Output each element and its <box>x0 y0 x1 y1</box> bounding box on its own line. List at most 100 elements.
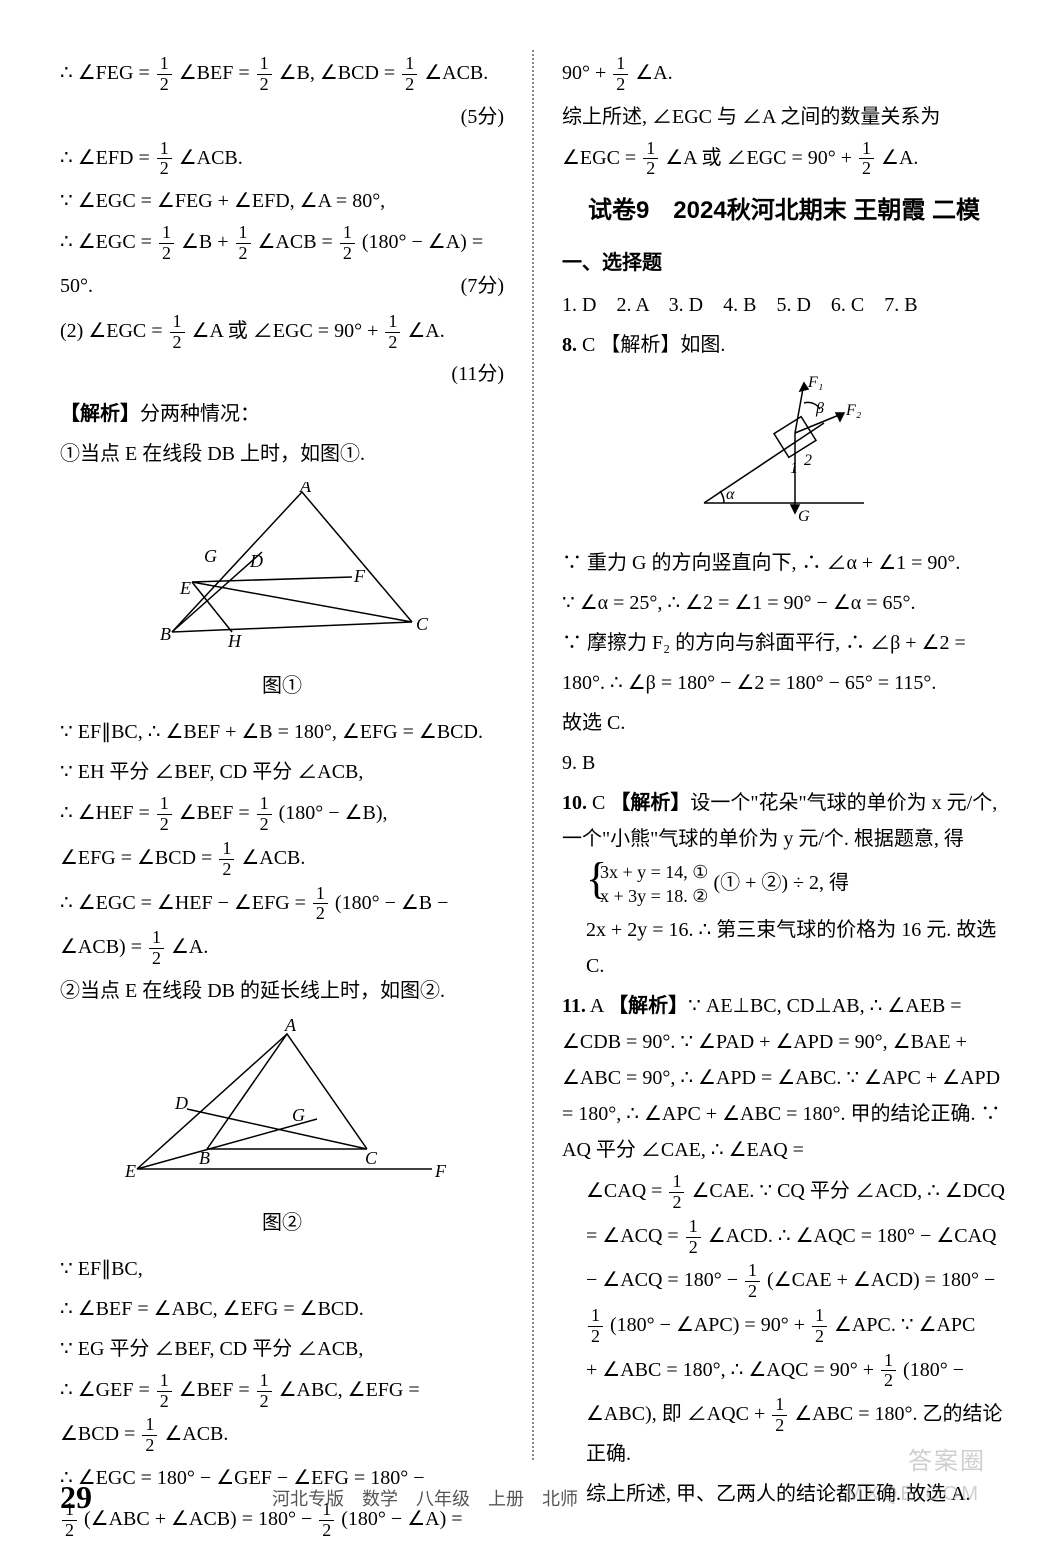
text: + ∠ABC = 180°, ∴ ∠AQC = 90° + <box>586 1358 879 1380</box>
svg-text:H: H <box>227 631 242 651</box>
svg-text:D: D <box>174 1093 188 1113</box>
left-column: ∴ ∠FEG = 12 ∠BEF = 12 ∠B, ∠BCD = 12 ∠ACB… <box>60 50 504 1460</box>
q-num: 10. <box>562 792 587 814</box>
q11-header: 11. A 【解析】∵ AE⊥BC, CD⊥AB, ∴ ∠AEB = ∠CDB … <box>562 988 1006 1168</box>
label: 【解析】 <box>608 995 688 1017</box>
left-line-3: ∵ ∠EGC = ∠FEG + ∠EFD, ∠A = 80°, <box>60 183 504 219</box>
q11-5: 12 (180° − ∠APC) = 90° + 12 ∠APC. ∵ ∠APC <box>586 1306 1006 1347</box>
watermark-cn: 答案圈 <box>908 1441 986 1476</box>
c2-5: ∠BCD = 12 ∠ACB. <box>60 1415 504 1456</box>
text: ∠A. <box>876 146 918 168</box>
q8-1: ∵ 重力 G 的方向竖直向下, ∴ ∠α + ∠1 = 90°. <box>562 545 1006 581</box>
svg-text:A: A <box>284 1019 297 1035</box>
case1-header: ①当点 E 在线段 DB 上时，如图①. <box>60 436 504 472</box>
text: (5分) <box>461 99 504 135</box>
svg-text:G: G <box>204 546 217 566</box>
text: ∵ AE⊥BC, CD⊥AB, ∴ ∠AEB = ∠CDB = 90°. ∵ ∠… <box>562 995 1000 1161</box>
text: (180° − <box>898 1358 964 1380</box>
text: 50°. <box>60 275 93 297</box>
text: ∴ ∠GEF = <box>60 1379 155 1401</box>
text: ∠ACB. <box>174 146 243 168</box>
answer: C <box>592 792 605 814</box>
q8-4: 180°. ∴ ∠β = 180° − ∠2 = 180° − 65° = 11… <box>562 665 1006 701</box>
eq2: x + 3y = 18. ② <box>600 885 708 908</box>
figure-2-caption: 图② <box>60 1205 504 1241</box>
c1-3: ∴ ∠HEF = 12 ∠BEF = 12 (180° − ∠B), <box>60 794 504 835</box>
text: ∠ABC, ∠EFG = <box>274 1379 420 1401</box>
page-columns: ∴ ∠FEG = 12 ∠BEF = 12 ∠B, ∠BCD = 12 ∠ACB… <box>60 50 1006 1460</box>
text: 分两种情况： <box>140 403 260 425</box>
q-num: 8. <box>562 334 577 356</box>
column-divider <box>532 50 534 1460</box>
svg-text:α: α <box>726 486 735 503</box>
q-num: 11. <box>562 995 586 1017</box>
label: 【解析】如图. <box>600 334 725 356</box>
text: (11分) <box>451 356 504 392</box>
text: ∠B, ∠BCD = <box>274 62 401 84</box>
text: ∠ACB. <box>159 1423 228 1445</box>
svg-text:F: F <box>434 1161 447 1181</box>
watermark-en: MXQE.COM <box>846 1483 981 1506</box>
triangle-diagram-2: A B C D E F G <box>117 1019 447 1189</box>
answer: C <box>582 334 595 356</box>
c1-4: ∠EFG = ∠BCD = 12 ∠ACB. <box>60 839 504 880</box>
exam-heading: 试卷9 2024秋河北期末 王朝霞 二模 <box>562 189 1006 233</box>
equation-system: 3x + y = 14, ① x + 3y = 18. ② <box>586 861 708 908</box>
answer: A <box>590 995 603 1017</box>
text: ∠A 或 ∠EGC = 90° + <box>187 320 384 342</box>
q8-header: 8. C 【解析】如图. <box>562 327 1006 363</box>
incline-force-svg: F₁ F₂ G α β 1 2 <box>684 373 884 523</box>
text: ∠CAE. ∵ CQ 平分 ∠ACD, ∴ ∠DCQ <box>686 1180 1005 1202</box>
q8-3: ∵ 摩擦力 F₂ 的方向与斜面平行, ∴ ∠β + ∠2 = <box>562 625 1006 661</box>
c2-4: ∴ ∠GEF = 12 ∠BEF = 12 ∠ABC, ∠EFG = <box>60 1371 504 1412</box>
q9: 9. B <box>562 745 1006 781</box>
svg-text:C: C <box>365 1148 378 1168</box>
right-column: 90° + 12 ∠A. 综上所述, ∠EGC 与 ∠A 之间的数量关系为 ∠E… <box>562 50 1006 1460</box>
text: ∴ ∠EGC = <box>60 231 157 253</box>
q10-header: 10. C 【解析】设一个"花朵"气球的单价为 x 元/个, 一个"小熊"气球的… <box>562 785 1006 857</box>
c2-3: ∵ EG 平分 ∠BEF, CD 平分 ∠ACB, <box>60 1331 504 1367</box>
c1-6: ∠ACB) = 12 ∠A. <box>60 928 504 969</box>
text: (7分) <box>461 268 504 304</box>
text: ∠A. <box>402 320 444 342</box>
text: 试卷9 2024秋河北期末 <box>588 197 853 224</box>
svg-text:A: A <box>299 482 312 496</box>
q11-4: − ∠ACQ = 180° − 12 (∠CAE + ∠ACD) = 180° … <box>586 1261 1006 1302</box>
text: ∠A. <box>630 62 672 84</box>
r2: 综上所述, ∠EGC 与 ∠A 之间的数量关系为 <box>562 99 1006 135</box>
svg-text:1: 1 <box>790 460 798 477</box>
svg-text:2: 2 <box>804 452 812 469</box>
text: ∠ACB. <box>419 62 488 84</box>
text: (180° − ∠B − <box>330 891 449 913</box>
text: ∠ACB) = <box>60 936 147 958</box>
left-line-1: ∴ ∠FEG = 12 ∠BEF = 12 ∠B, ∠BCD = 12 ∠ACB… <box>60 54 504 95</box>
analysis-header: 【解析】分两种情况： <box>60 396 504 432</box>
text: ∠ACB = <box>253 231 338 253</box>
figure-2: A B C D E F G 图② <box>60 1019 504 1241</box>
c2-2: ∴ ∠BEF = ∠ABC, ∠EFG = ∠BCD. <box>60 1291 504 1327</box>
case2-header: ②当点 E 在线段 DB 的延长线上时，如图②. <box>60 973 504 1009</box>
svg-text:F₁: F₁ <box>807 374 823 391</box>
text: ∠BEF = <box>174 1379 255 1401</box>
text: (2) ∠EGC = <box>60 320 168 342</box>
svg-text:F: F <box>353 566 366 586</box>
text: (180° − ∠APC) = 90° + <box>605 1314 810 1336</box>
section-1-title: 一、选择题 <box>562 245 1006 281</box>
c1-5: ∴ ∠EGC = ∠HEF − ∠EFG = 12 (180° − ∠B − <box>60 884 504 925</box>
page-number: 29 <box>60 1479 92 1516</box>
text: ∠A 或 ∠EGC = 90° + <box>660 146 857 168</box>
svg-text:F₂: F₂ <box>845 402 862 419</box>
text: (180° − ∠A) = <box>357 231 483 253</box>
text: = ∠ACQ = <box>586 1225 684 1247</box>
label: 【解析】 <box>610 792 690 814</box>
q10-3: 2x + 2y = 16. ∴ 第三束气球的价格为 16 元. 故选 C. <box>586 912 1006 984</box>
footer-text: 河北专版 数学 八年级 上册 北师 <box>272 1485 578 1511</box>
left-line-6: (2) ∠EGC = 12 ∠A 或 ∠EGC = 90° + 12 ∠A. <box>60 312 504 353</box>
text: (∠CAE + ∠ACD) = 180° − <box>762 1269 995 1291</box>
left-line-5: 50°. (7分) <box>60 268 504 304</box>
svg-text:E: E <box>179 578 191 598</box>
q10-system: 3x + y = 14, ① x + 3y = 18. ② (① + ②) ÷ … <box>586 861 1006 908</box>
svg-text:D: D <box>249 551 263 571</box>
text: ∠BEF = <box>174 62 255 84</box>
text: 二模 <box>925 197 980 224</box>
